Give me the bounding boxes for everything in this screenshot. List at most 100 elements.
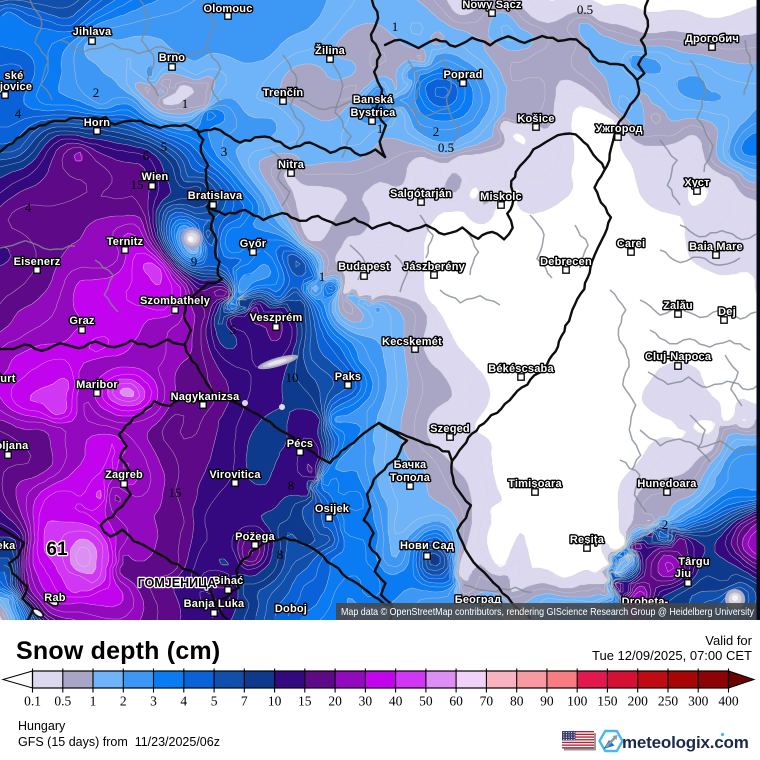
svg-text:Baia Mare: Baia Mare	[689, 241, 743, 253]
svg-text:10: 10	[268, 694, 282, 709]
svg-text:eka: eka	[0, 540, 16, 552]
svg-text:Pécs: Pécs	[287, 438, 314, 450]
svg-text:3: 3	[221, 144, 228, 159]
svg-text:5: 5	[211, 694, 218, 709]
svg-text:Budapest: Budapest	[338, 261, 390, 273]
svg-text:0.5: 0.5	[438, 140, 454, 155]
svg-text:Bystrica: Bystrica	[350, 107, 396, 119]
svg-text:200: 200	[628, 694, 649, 709]
svg-text:ské: ské	[5, 70, 24, 82]
svg-text:2: 2	[662, 517, 669, 532]
svg-text:Kecskemét: Kecskemét	[382, 336, 442, 348]
svg-text:ГОМЈЕНИЦА: ГОМЈЕНИЦА	[138, 576, 217, 590]
svg-text:Banská: Banská	[353, 94, 394, 106]
svg-text:Doboj: Doboj	[275, 603, 307, 615]
svg-text:0.5: 0.5	[577, 2, 593, 17]
svg-text:20: 20	[328, 694, 342, 709]
svg-text:40: 40	[389, 694, 403, 709]
svg-text:15: 15	[131, 177, 144, 192]
svg-text:80: 80	[510, 694, 524, 709]
svg-text:60: 60	[449, 694, 463, 709]
svg-text:Košice: Košice	[517, 113, 554, 125]
svg-text:4: 4	[25, 200, 32, 215]
svg-text:Veszprém: Veszprém	[250, 312, 303, 324]
svg-text:3: 3	[150, 694, 157, 709]
svg-text:Bihać: Bihać	[213, 575, 244, 587]
svg-text:2: 2	[93, 85, 100, 100]
svg-text:1: 1	[182, 96, 189, 111]
svg-text:Хуст: Хуст	[684, 177, 710, 189]
svg-text:Debrecen: Debrecen	[540, 256, 592, 268]
svg-text:oljana: oljana	[0, 440, 29, 452]
svg-text:jovice: jovice	[0, 81, 32, 93]
svg-text:8: 8	[288, 478, 295, 493]
svg-text:Salgótarján: Salgótarján	[390, 188, 452, 200]
svg-text:90: 90	[540, 694, 554, 709]
svg-text:Nitra: Nitra	[278, 159, 305, 171]
svg-text:10: 10	[286, 370, 299, 385]
svg-text:300: 300	[688, 694, 709, 709]
svg-text:9: 9	[191, 254, 198, 269]
svg-text:Jiu: Jiu	[675, 568, 692, 580]
svg-text:Jihlava: Jihlava	[73, 26, 112, 38]
svg-text:1: 1	[90, 694, 97, 709]
svg-text:Топола: Топола	[390, 472, 431, 484]
svg-text:Jászberény: Jászberény	[403, 261, 466, 273]
svg-text:furt: furt	[0, 373, 16, 385]
svg-text:1: 1	[392, 19, 399, 34]
svg-text:Timișoara: Timișoara	[508, 478, 562, 490]
svg-text:100: 100	[567, 694, 588, 709]
svg-text:Map data © OpenStreetMap contr: Map data © OpenStreetMap contributors, r…	[341, 606, 755, 618]
svg-text:150: 150	[597, 694, 618, 709]
svg-text:Miskolc: Miskolc	[480, 191, 522, 203]
svg-text:15: 15	[169, 485, 182, 500]
svg-text:Žilina: Žilina	[315, 44, 346, 57]
svg-text:Osijek: Osijek	[315, 503, 350, 515]
svg-text:Graz: Graz	[69, 315, 95, 327]
svg-text:0.5: 0.5	[54, 694, 71, 709]
svg-text:4: 4	[15, 106, 22, 121]
svg-text:0.1: 0.1	[24, 694, 41, 709]
svg-text:Cluj-Napoca: Cluj-Napoca	[645, 351, 712, 363]
svg-text:8: 8	[277, 547, 284, 562]
svg-text:6: 6	[143, 148, 150, 163]
svg-text:7: 7	[241, 694, 248, 709]
svg-text:2: 2	[120, 694, 127, 709]
svg-text:Bratislava: Bratislava	[188, 190, 243, 202]
svg-text:Horn: Horn	[84, 117, 111, 129]
svg-text:Virovitica: Virovitica	[209, 469, 261, 481]
svg-text:Нови Сад: Нови Сад	[400, 540, 454, 552]
svg-text:Paks: Paks	[335, 371, 362, 383]
svg-text:Бачка: Бачка	[394, 459, 427, 471]
svg-text:Ужгород: Ужгород	[595, 123, 642, 135]
svg-text:1: 1	[319, 269, 326, 284]
svg-text:Дрогобич: Дрогобич	[685, 33, 739, 45]
svg-text:5: 5	[230, 322, 237, 337]
svg-text:Eisenerz: Eisenerz	[14, 256, 61, 268]
svg-text:Olomouc: Olomouc	[203, 3, 252, 15]
svg-text:2: 2	[433, 124, 440, 139]
svg-text:Békéscsaba: Békéscsaba	[488, 363, 554, 375]
svg-text:4: 4	[180, 694, 187, 709]
svg-text:250: 250	[658, 694, 679, 709]
svg-text:61: 61	[46, 539, 68, 560]
svg-text:Szeged: Szeged	[430, 423, 470, 435]
svg-text:Zagreb: Zagreb	[105, 469, 143, 481]
svg-text:Banja Luka: Banja Luka	[184, 598, 245, 610]
svg-text:30: 30	[359, 694, 373, 709]
svg-text:Ternitz: Ternitz	[107, 236, 144, 248]
svg-text:Hunedoara: Hunedoara	[637, 478, 697, 490]
svg-text:Győr: Győr	[240, 238, 267, 250]
svg-text:50: 50	[419, 694, 433, 709]
svg-text:Nowy Sącz: Nowy Sącz	[462, 0, 522, 11]
svg-text:Wien: Wien	[142, 171, 169, 183]
svg-text:400: 400	[718, 694, 739, 709]
svg-text:Dej: Dej	[718, 306, 736, 318]
svg-text:5: 5	[161, 139, 168, 154]
svg-text:Požega: Požega	[235, 531, 275, 543]
svg-text:Szombathely: Szombathely	[140, 295, 211, 307]
svg-text:1: 1	[377, 121, 384, 136]
svg-text:15: 15	[298, 694, 312, 709]
svg-text:70: 70	[480, 694, 494, 709]
svg-text:Rab: Rab	[44, 592, 65, 604]
